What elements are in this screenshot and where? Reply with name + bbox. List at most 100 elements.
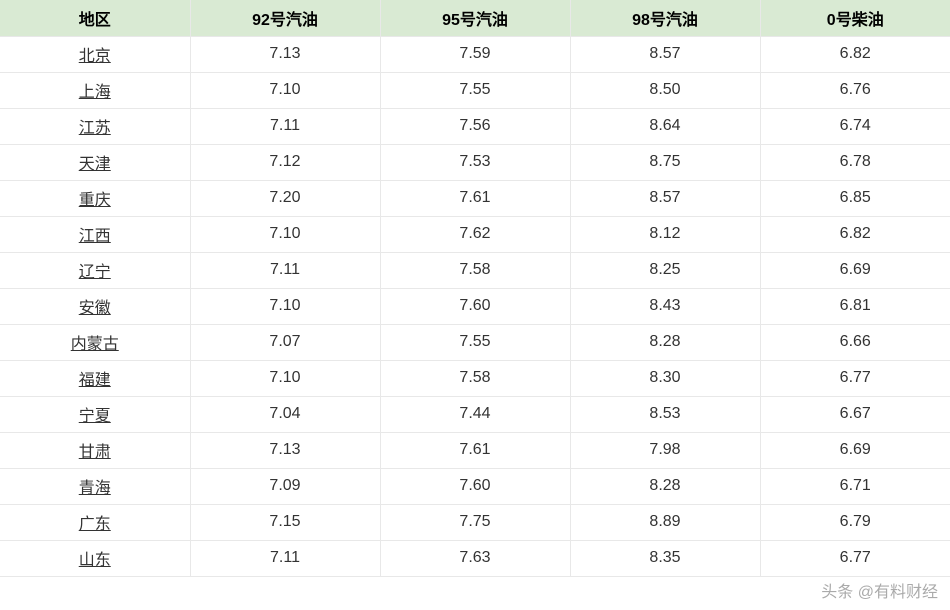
cell-value: 6.85 (760, 180, 950, 216)
cell-value: 7.15 (190, 504, 380, 540)
region-link[interactable]: 青海 (79, 480, 111, 497)
region-link[interactable]: 重庆 (79, 192, 111, 209)
cell-value: 7.13 (190, 36, 380, 72)
cell-value: 8.30 (570, 360, 760, 396)
table-row: 江苏 7.117.568.646.74 (0, 108, 950, 144)
cell-region: 辽宁 (0, 252, 190, 288)
region-link[interactable]: 宁夏 (79, 408, 111, 425)
cell-value: 7.20 (190, 180, 380, 216)
region-link[interactable]: 江西 (79, 228, 111, 245)
cell-value: 7.55 (380, 72, 570, 108)
table-row: 山东7.117.638.356.77 (0, 540, 950, 576)
table-row: 江西7.107.628.126.82 (0, 216, 950, 252)
region-link[interactable]: 江苏 (79, 120, 111, 137)
region-link[interactable]: 山东 (79, 552, 111, 569)
cell-region: 福建 (0, 360, 190, 396)
cell-region: 内蒙古 (0, 324, 190, 360)
table-row: 宁夏7.047.448.536.67 (0, 396, 950, 432)
cell-value: 7.11 (190, 252, 380, 288)
cell-value: 8.28 (570, 468, 760, 504)
cell-value: 7.58 (380, 360, 570, 396)
table-row: 内蒙古7.077.558.286.66 (0, 324, 950, 360)
col-header-95: 95号汽油 (380, 0, 570, 36)
table-row: 重庆 7.207.618.576.85 (0, 180, 950, 216)
region-link[interactable]: 天津 (79, 156, 111, 173)
cell-region: 江西 (0, 216, 190, 252)
cell-value: 7.61 (380, 180, 570, 216)
region-link[interactable]: 内蒙古 (71, 336, 119, 353)
cell-value: 6.78 (760, 144, 950, 180)
region-link[interactable]: 甘肃 (79, 444, 111, 461)
cell-value: 7.10 (190, 72, 380, 108)
region-link[interactable]: 上海 (79, 84, 111, 101)
cell-value: 8.57 (570, 36, 760, 72)
cell-value: 8.57 (570, 180, 760, 216)
region-link[interactable]: 福建 (79, 372, 111, 389)
cell-value: 6.82 (760, 216, 950, 252)
cell-value: 6.76 (760, 72, 950, 108)
watermark-text: 头条 @有料财经 (821, 578, 938, 602)
cell-value: 7.55 (380, 324, 570, 360)
cell-value: 6.69 (760, 432, 950, 468)
cell-value: 7.04 (190, 396, 380, 432)
cell-value: 8.53 (570, 396, 760, 432)
cell-region: 重庆 (0, 180, 190, 216)
table-row: 上海 7.107.558.506.76 (0, 72, 950, 108)
cell-value: 7.10 (190, 360, 380, 396)
cell-value: 7.10 (190, 288, 380, 324)
cell-value: 7.58 (380, 252, 570, 288)
cell-value: 7.62 (380, 216, 570, 252)
cell-value: 7.60 (380, 468, 570, 504)
cell-value: 8.75 (570, 144, 760, 180)
cell-value: 8.89 (570, 504, 760, 540)
cell-value: 8.64 (570, 108, 760, 144)
cell-value: 6.82 (760, 36, 950, 72)
table-row: 天津7.127.538.756.78 (0, 144, 950, 180)
cell-region: 山东 (0, 540, 190, 576)
cell-value: 8.28 (570, 324, 760, 360)
col-header-region: 地区 (0, 0, 190, 36)
cell-value: 8.50 (570, 72, 760, 108)
region-link[interactable]: 辽宁 (79, 264, 111, 281)
cell-region: 安徽 (0, 288, 190, 324)
cell-value: 7.12 (190, 144, 380, 180)
table-header-row: 地区 92号汽油 95号汽油 98号汽油 0号柴油 (0, 0, 950, 36)
cell-region: 宁夏 (0, 396, 190, 432)
region-link[interactable]: 北京 (79, 48, 111, 65)
cell-value: 8.35 (570, 540, 760, 576)
cell-region: 江苏 (0, 108, 190, 144)
region-link[interactable]: 广东 (79, 516, 111, 533)
cell-value: 7.07 (190, 324, 380, 360)
fuel-price-table: 地区 92号汽油 95号汽油 98号汽油 0号柴油 北京7.137.598.57… (0, 0, 950, 577)
cell-region: 甘肃 (0, 432, 190, 468)
cell-value: 7.98 (570, 432, 760, 468)
cell-value: 7.11 (190, 108, 380, 144)
cell-value: 7.75 (380, 504, 570, 540)
cell-value: 6.74 (760, 108, 950, 144)
cell-value: 8.43 (570, 288, 760, 324)
cell-region: 天津 (0, 144, 190, 180)
col-header-92: 92号汽油 (190, 0, 380, 36)
region-link[interactable]: 安徽 (79, 300, 111, 317)
table-row: 甘肃 7.137.617.986.69 (0, 432, 950, 468)
cell-region: 青海 (0, 468, 190, 504)
cell-value: 7.61 (380, 432, 570, 468)
cell-value: 7.63 (380, 540, 570, 576)
cell-value: 8.25 (570, 252, 760, 288)
cell-value: 6.71 (760, 468, 950, 504)
cell-value: 6.69 (760, 252, 950, 288)
cell-value: 7.09 (190, 468, 380, 504)
cell-region: 广东 (0, 504, 190, 540)
cell-region: 上海 (0, 72, 190, 108)
table-row: 青海 7.097.608.286.71 (0, 468, 950, 504)
cell-region: 北京 (0, 36, 190, 72)
cell-value: 7.56 (380, 108, 570, 144)
table-row: 福建 7.107.588.306.77 (0, 360, 950, 396)
cell-value: 6.77 (760, 360, 950, 396)
cell-value: 7.44 (380, 396, 570, 432)
cell-value: 8.12 (570, 216, 760, 252)
cell-value: 7.13 (190, 432, 380, 468)
cell-value: 7.11 (190, 540, 380, 576)
cell-value: 6.79 (760, 504, 950, 540)
table-row: 北京7.137.598.576.82 (0, 36, 950, 72)
